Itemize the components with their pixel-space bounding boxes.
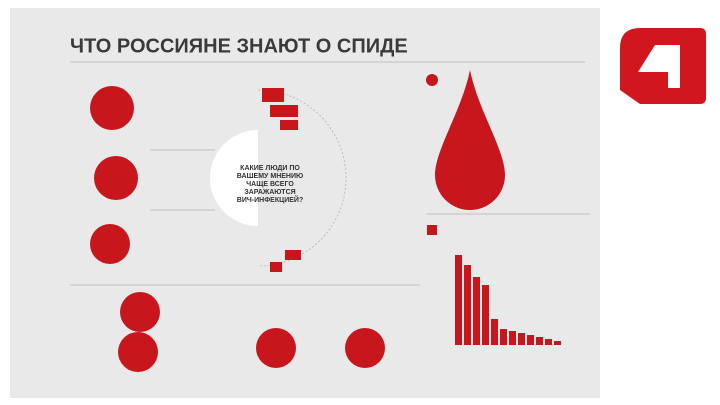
question-line: ВИЧ-ИНФЕКЦИЕЙ? [237,195,303,204]
drop-icon [426,74,438,86]
bar [545,339,552,345]
bar [509,331,516,345]
bar [554,341,561,345]
virus-icons [90,86,138,264]
semicircle [257,89,347,267]
bar [491,319,498,345]
pies [118,292,385,372]
bar [473,277,480,345]
question-line: ЧАЩЕ ВСЕГО [246,181,294,188]
center-disc [210,130,258,226]
question-line: ВАШЕМУ МНЕНИЮ [237,173,303,180]
cross-icon [427,225,437,235]
left-lines [70,149,420,286]
center-question: КАКИЕ ЛЮДИ ПО ВАШЕМУ МНЕНИЮ ЧАЩЕ ВСЕГО З… [237,165,303,204]
bar [527,335,534,345]
bar [482,285,489,345]
title: ЧТО РОССИЯНЕ ЗНАЮТ О СПИДЕ [70,35,408,57]
radial-bars [262,88,301,272]
bar [536,337,543,345]
bar [518,333,525,345]
drop [435,70,505,210]
bar [500,329,507,345]
logo-four [638,45,680,88]
bar [455,255,462,345]
question-line: КАКИЕ ЛЮДИ ПО [240,165,300,172]
question-line: ЗАРАЖАЮТСЯ [244,189,295,196]
bar-chart [455,255,561,345]
bar [464,265,471,345]
